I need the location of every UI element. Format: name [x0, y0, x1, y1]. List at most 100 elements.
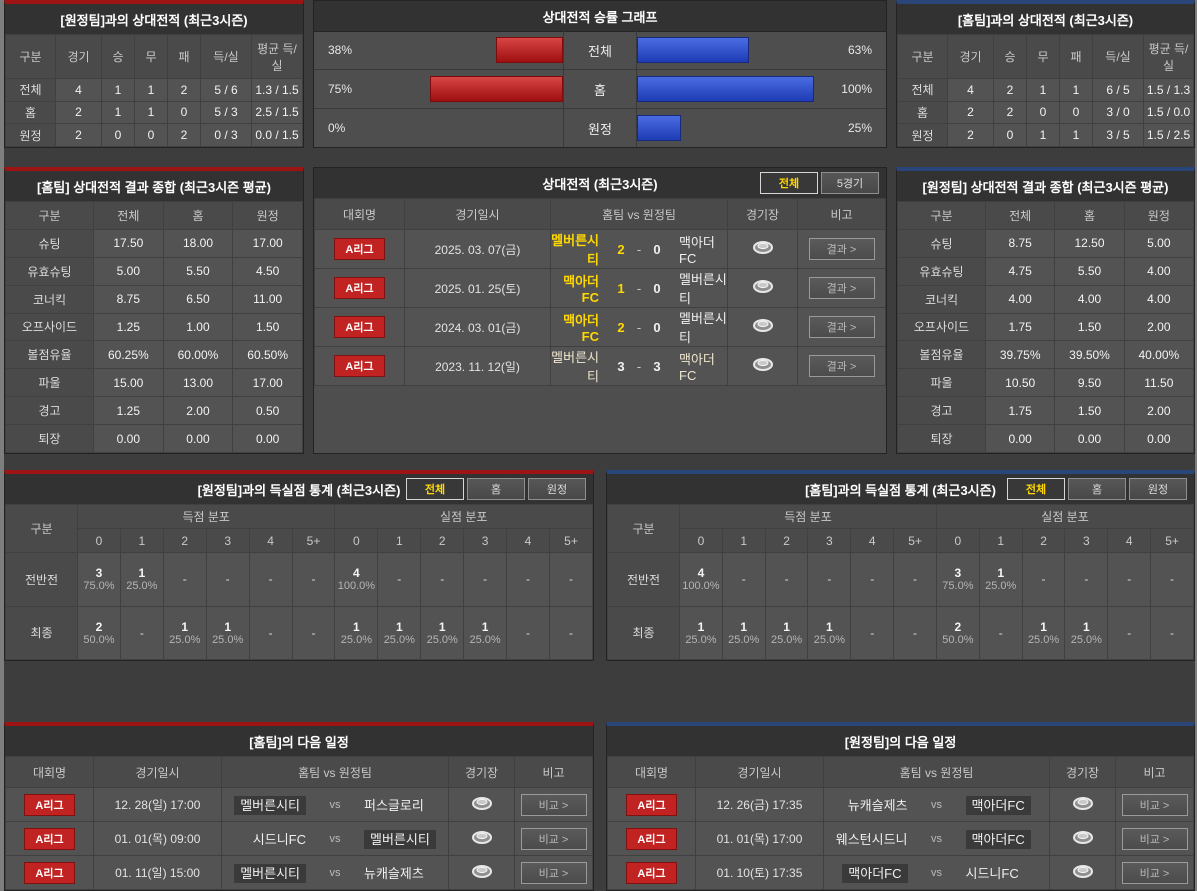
league-badge: A리그 — [24, 861, 75, 884]
cell-value: 1.5 / 1.3 — [1143, 78, 1194, 102]
home-h2h-table: 구분 경기 승 무 패 득/실 평균 득/실 전체 4 2 1 1 6 / 5 1.5 / 1.3 홈 2 2 0… — [897, 33, 1194, 147]
cell-value: 2 — [167, 123, 201, 147]
match-percent: 25.0% — [469, 633, 501, 646]
compare-button[interactable]: 비교 > — [1121, 827, 1188, 850]
stadium-icon[interactable] — [1072, 864, 1094, 879]
cell-value: 0.50 — [232, 396, 303, 425]
column-header: 구분 — [5, 33, 56, 80]
date-cell: 2024. 03. 01(금) — [404, 307, 551, 347]
tab-전체[interactable]: 전체 — [406, 478, 464, 500]
score-count-header: 0 — [77, 528, 121, 553]
tab-홈[interactable]: 홈 — [1068, 478, 1126, 500]
column-header: 평균 득/실 — [251, 33, 303, 80]
vs-label: vs — [329, 832, 341, 845]
stadium-icon[interactable] — [1072, 830, 1094, 845]
score-count-header: 3 — [463, 528, 508, 553]
tab-5경기[interactable]: 5경기 — [821, 172, 879, 194]
column-header: 경기일시 — [404, 198, 551, 230]
red-bar-track — [386, 37, 563, 63]
stadium-icon[interactable] — [1072, 796, 1094, 811]
stadium-icon[interactable] — [752, 240, 774, 255]
panel-title: 상대전적 승률 그래프 — [314, 1, 886, 32]
goal-stats-row: 전반전 4 100.0% - - - - -3 75.0% 1 25.0% - - - - — [607, 552, 1194, 607]
result-button[interactable]: 결과 > — [808, 277, 875, 299]
away-h2h-table: 구분 경기 승 무 패 득/실 평균 득/실 전체 4 1 1 2 5 / 6 1.3 / 1.5 홈 2 1 1… — [5, 33, 303, 147]
score-count-header: 1 — [721, 528, 766, 553]
cell-value: 1.50 — [232, 312, 303, 342]
date-cell: 2023. 11. 12(일) — [404, 346, 551, 386]
remark-cell: 비교 > — [514, 855, 593, 890]
distribution-cell: 3 75.0% — [935, 552, 980, 607]
schedule-row: A리그 12. 26(금) 17:35 뉴캐슬제츠 vs 맥아더FC 비교 > — [607, 787, 1194, 822]
stadium-cell — [448, 855, 515, 890]
cell-value: 2 — [55, 100, 102, 125]
home-team-name: 맥아더FC — [563, 274, 599, 305]
stadium-icon[interactable] — [471, 864, 493, 879]
empty-value: - — [291, 605, 336, 660]
stadium-cell — [727, 229, 798, 269]
cell-value: 5 / 3 — [200, 100, 252, 125]
cell-value: 4.00 — [984, 284, 1056, 314]
stadium-icon[interactable] — [752, 279, 774, 294]
distribution-cell: 1 25.0% — [978, 552, 1023, 607]
remark-cell: 결과 > — [797, 346, 886, 386]
match-row: A리그 2023. 11. 12(일) 멜버른시티 3-3 맥아더FC 결과 > — [314, 346, 886, 386]
remark-cell: 비교 > — [1115, 855, 1194, 890]
compare-button[interactable]: 비교 > — [520, 861, 587, 884]
away-team-name: 퍼스글로리 — [352, 795, 448, 814]
away-team-name: 맥아더FC — [954, 795, 1050, 815]
score-count-header: 4 — [506, 528, 550, 553]
result-button[interactable]: 결과 > — [808, 238, 875, 260]
tab-전체[interactable]: 전체 — [760, 172, 818, 194]
page-right-edge — [1195, 0, 1197, 891]
column-header: 패 — [1059, 33, 1093, 80]
result-button[interactable]: 결과 > — [808, 316, 875, 338]
column-header: 경기일시 — [695, 756, 824, 788]
distribution-cell: 3 75.0% — [77, 552, 121, 607]
cell-value: 4.00 — [1123, 256, 1195, 286]
table-row: 경고 1.25 2.00 0.50 — [5, 396, 303, 425]
cell-value: 0.0 / 1.5 — [251, 123, 303, 147]
score-count-header: 2 — [764, 528, 809, 553]
stadium-icon[interactable] — [752, 357, 774, 372]
tab-전체[interactable]: 전체 — [1007, 478, 1065, 500]
away-goal-stats-tabs: 전체 홈 원정 — [406, 478, 586, 500]
stadium-icon[interactable] — [752, 318, 774, 333]
away-score: 3 — [653, 358, 661, 374]
remark-cell: 결과 > — [797, 268, 886, 308]
blue-bar-track — [637, 76, 814, 102]
compare-button[interactable]: 비교 > — [1121, 861, 1188, 884]
row-label: 전체 — [5, 78, 56, 102]
match-percent: 50.0% — [942, 633, 974, 646]
match-percent: 25.0% — [212, 633, 244, 646]
tab-홈[interactable]: 홈 — [467, 478, 525, 500]
match-datetime: 01. 01(목) 09:00 — [114, 832, 201, 846]
home-score: 3 — [617, 358, 625, 374]
empty-value: - — [1107, 605, 1152, 660]
result-button[interactable]: 결과 > — [808, 355, 875, 377]
cell-value: 1.5 / 2.5 — [1143, 123, 1194, 147]
tab-원정[interactable]: 원정 — [1129, 478, 1187, 500]
row-label: 경고 — [897, 396, 986, 425]
blue-bar-track — [637, 115, 814, 141]
match-count: 4 — [353, 566, 360, 581]
match-count: 1 — [1083, 619, 1090, 634]
match-count: 1 — [740, 619, 748, 634]
tab-원정[interactable]: 원정 — [528, 478, 586, 500]
column-header: 득/실 — [1092, 33, 1144, 80]
cell-value: 0.00 — [1054, 424, 1125, 453]
date-cell: 2025. 03. 07(금) — [404, 229, 551, 269]
vs-label: vs — [931, 798, 942, 811]
match-count: 3 — [954, 566, 962, 581]
column-header: 대회명 — [607, 756, 696, 788]
compare-button[interactable]: 비교 > — [520, 793, 587, 816]
compare-button[interactable]: 비교 > — [520, 827, 587, 850]
cell-value: 1 — [1059, 123, 1093, 147]
stadium-icon[interactable] — [471, 830, 493, 845]
stadium-icon[interactable] — [471, 796, 493, 811]
compare-button[interactable]: 비교 > — [1121, 793, 1188, 816]
team-text: 웨스턴시드니 — [835, 832, 908, 847]
panel-title: [홈팀]과의 상대전적 (최근3시즌) — [897, 4, 1194, 35]
cell-value: 0 — [1026, 100, 1060, 125]
cell-value: 11.50 — [1123, 368, 1195, 398]
